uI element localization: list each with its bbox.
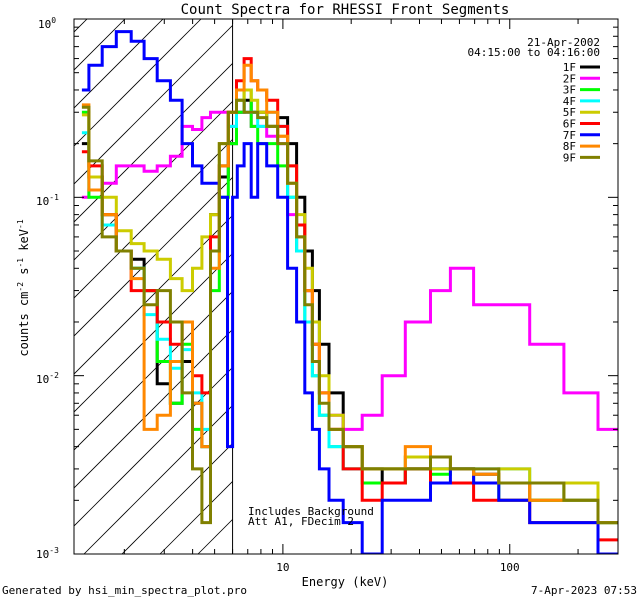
footer-generated-by: Generated by hsi_min_spectra_plot.pro [2,584,247,597]
time-range: 04:15:00 to 04:16:00 [468,46,600,59]
legend-label-2F: 2F [563,72,576,85]
legend-label-9F: 9F [563,151,576,164]
y-tick-label-0: 100 [38,16,56,31]
legend-label-7F: 7F [563,129,576,142]
hatch-line [74,19,164,109]
annotation-background: Includes Background [248,505,374,518]
y-tick-label-minus2: 10-2 [36,371,59,386]
y-tick-label-minus3: 10-3 [36,546,59,561]
hatch-line [74,19,278,223]
series-7F [81,30,618,554]
plot-frame [73,18,619,555]
svg-text:100: 100 [38,16,56,31]
footer-timestamp: 7-Apr-2023 07:53 [531,584,637,597]
axis-ticks [74,18,619,555]
series-9F [81,98,618,525]
attenuator-hatch-region [0,0,618,554]
x-axis-label: Energy (keV) [302,575,389,589]
y-tick-label-minus1: 10-1 [36,193,59,208]
series-group [81,30,618,554]
legend-label-6F: 6F [563,118,576,131]
hatch-line [0,0,74,554]
hatch-line [74,19,202,147]
legend-label-8F: 8F [563,140,576,153]
svg-text:10-2: 10-2 [36,371,59,386]
x-tick-label-100: 100 [500,561,520,574]
legend-label-3F: 3F [563,84,576,97]
x-tick-label-10: 10 [276,561,289,574]
legend-label-4F: 4F [563,95,576,108]
y-axis-label: counts cm-2 s-1 keV-1 [16,219,31,356]
annotation-attenuator: Att A1, FDecim 2 [248,515,354,528]
legend-label-1F: 1F [563,61,576,74]
legend-label-5F: 5F [563,106,576,119]
svg-text:10-1: 10-1 [36,193,59,208]
observation-date: 21-Apr-2002 [527,36,600,49]
chart-title: Count Spectra for RHESSI Front Segments [181,2,510,18]
svg-text:10-3: 10-3 [36,546,59,561]
